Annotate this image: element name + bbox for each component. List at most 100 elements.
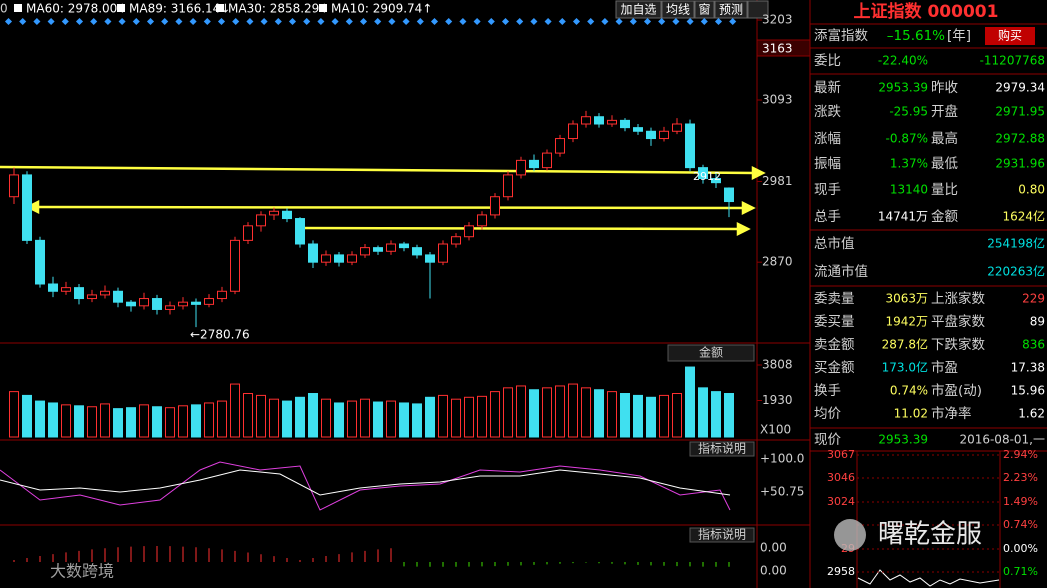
- toolbar-button[interactable]: [694, 0, 715, 19]
- mini-chart: 3067304630242929582.94%2.23%1.49%0.74%0.…: [827, 448, 1038, 578]
- candle-body: [438, 243, 448, 263]
- watermark: 大数跨境: [50, 562, 114, 581]
- indicator-tick: +100.0: [760, 452, 804, 466]
- volume-bar: [724, 393, 734, 438]
- indicator: MA60: 2978.00↓: [26, 2, 127, 16]
- volume-bar: [126, 407, 136, 438]
- quote-label: 市盈: [931, 359, 958, 376]
- signal-marker: [146, 17, 155, 26]
- candle-body: [9, 174, 19, 198]
- mini-left-tick: 2958: [827, 565, 855, 578]
- tab-label[interactable]: 金额: [699, 345, 723, 360]
- quote-label: 下跌家数: [931, 336, 985, 353]
- buy-button[interactable]: [985, 27, 1035, 45]
- indicator: MA30: 2858.29↓: [228, 2, 329, 16]
- candle-body: [217, 290, 227, 300]
- signal-marker: [388, 17, 396, 26]
- signal-marker: [317, 17, 325, 26]
- candle-body: [529, 159, 539, 169]
- toolbar-label[interactable]: 预测: [719, 3, 743, 17]
- candle-body: [139, 298, 149, 307]
- quote-value: 287.8亿: [882, 337, 928, 352]
- toolbar-label[interactable]: 窗: [698, 3, 710, 17]
- volume-bar: [100, 403, 110, 438]
- toolbar-button[interactable]: [714, 0, 748, 19]
- signal-marker: [658, 17, 666, 26]
- quote-label: 金额: [931, 209, 959, 225]
- toolbar-button[interactable]: [615, 0, 662, 19]
- current-marker: 3163: [762, 42, 793, 56]
- toolbar-button[interactable]: [661, 0, 695, 19]
- toolbar-label[interactable]: 加自选: [620, 3, 656, 17]
- quote-value: 1624亿: [1002, 209, 1045, 224]
- y-tick-label: 1930: [762, 393, 793, 407]
- fund-period: [年]: [947, 28, 971, 44]
- signal-marker: [303, 17, 311, 26]
- indicator: MA89: 3166.14↓: [129, 2, 230, 16]
- mini-right-tick: 2.94%: [1003, 448, 1038, 461]
- toolbar-button[interactable]: [747, 0, 769, 19]
- trend-line: [294, 226, 741, 231]
- volume-bar: [334, 402, 344, 438]
- tab-label[interactable]: 指标说明: [698, 441, 746, 456]
- mini-right-tick: 0.71%: [1003, 565, 1038, 578]
- candle-body: [724, 187, 734, 203]
- candle-body: [243, 225, 253, 241]
- volume-bar: [451, 398, 461, 438]
- volume-bar: [412, 403, 422, 438]
- volume-bar: [464, 396, 474, 438]
- volume-bar: [633, 394, 643, 438]
- quote-value: 15.96: [1011, 384, 1045, 398]
- fund-label: 添富指数: [814, 27, 868, 44]
- candle-body: [555, 138, 565, 154]
- signal-marker: [232, 17, 240, 26]
- tab-label[interactable]: 指标说明: [698, 527, 746, 542]
- signal-marker: [729, 17, 737, 26]
- volume-bar: [321, 398, 331, 438]
- macd-bars: [13, 546, 730, 567]
- toolbar-label[interactable]: 均线: [666, 3, 690, 17]
- volume-bar: [568, 383, 578, 438]
- candle-body: [61, 287, 71, 292]
- candle-body: [490, 196, 500, 216]
- signal-marker: [288, 17, 297, 26]
- volume-bar: [607, 391, 617, 438]
- quote-label: 流通市值: [814, 263, 868, 280]
- indicator-swatch: [117, 4, 125, 12]
- volume-bar: [191, 404, 201, 438]
- signal-marker: [501, 17, 510, 26]
- candle-body: [464, 225, 474, 238]
- tab[interactable]: [689, 441, 755, 457]
- signal-marker: [430, 17, 439, 26]
- indicator: MA10: 2909.74↑: [331, 2, 432, 16]
- candle-body: [87, 294, 97, 300]
- volume-bar: [256, 394, 266, 438]
- fund-value: –15.61%: [887, 28, 945, 44]
- quote-label: 总市值: [814, 235, 855, 252]
- signal-marker: [246, 17, 254, 26]
- buy-button-label[interactable]: 购买: [998, 28, 1022, 43]
- quote-value: 2972.88: [995, 132, 1045, 146]
- tab[interactable]: [667, 344, 755, 362]
- quote-label: 买金额: [814, 360, 855, 376]
- volume-bar: [87, 406, 97, 438]
- volume-bar: [48, 402, 58, 438]
- candle-body: [672, 123, 682, 132]
- indicator-swatch: [319, 4, 327, 12]
- tab[interactable]: [689, 527, 755, 543]
- quote-value: 1.37%: [890, 157, 928, 171]
- indicator-tick: +50.75: [760, 485, 804, 499]
- signal-marker: [516, 17, 524, 26]
- quote-label: 委比: [814, 53, 841, 69]
- toolbar: 加自选 均线窗预测: [615, 0, 769, 19]
- signal-marker: [629, 17, 637, 26]
- candle-body: [386, 243, 396, 252]
- signal-marker: [374, 17, 382, 26]
- quote-label: 卖金额: [814, 337, 855, 353]
- quote-value: 173.0亿: [882, 360, 928, 375]
- volume-bar: [178, 405, 188, 438]
- signal-marker: [359, 17, 368, 26]
- signal-marker: [473, 17, 481, 26]
- quote-value: 0.80: [1018, 183, 1045, 197]
- mini-right-tick: 2.23%: [1003, 471, 1038, 484]
